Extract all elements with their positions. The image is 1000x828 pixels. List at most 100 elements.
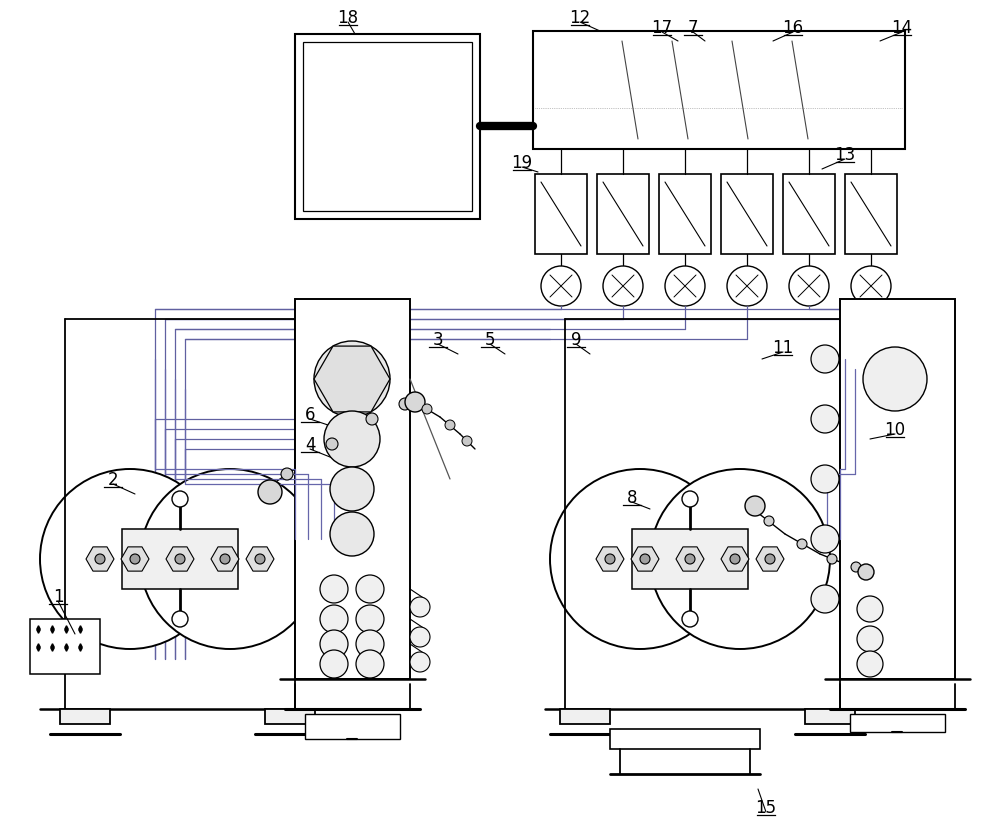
Circle shape <box>410 652 430 672</box>
Text: 11: 11 <box>772 339 794 357</box>
Bar <box>840 300 955 679</box>
Circle shape <box>314 342 390 417</box>
Circle shape <box>356 575 384 604</box>
Circle shape <box>356 605 384 633</box>
Circle shape <box>326 439 338 450</box>
Circle shape <box>258 480 282 504</box>
Circle shape <box>857 596 883 623</box>
Text: 7: 7 <box>688 19 698 37</box>
Circle shape <box>640 554 650 565</box>
Bar <box>597 175 649 255</box>
Text: 3: 3 <box>433 330 443 349</box>
Circle shape <box>811 525 839 553</box>
Circle shape <box>811 406 839 434</box>
Circle shape <box>140 469 320 649</box>
Circle shape <box>422 405 432 415</box>
Bar <box>295 35 480 219</box>
Text: 17: 17 <box>651 19 673 37</box>
Circle shape <box>851 267 891 306</box>
Circle shape <box>811 465 839 493</box>
Text: 18: 18 <box>337 9 359 27</box>
Circle shape <box>682 491 698 508</box>
Circle shape <box>851 562 861 572</box>
Circle shape <box>330 513 374 556</box>
Polygon shape <box>211 547 239 571</box>
Bar <box>560 709 610 724</box>
Polygon shape <box>676 547 704 571</box>
Circle shape <box>745 497 765 517</box>
Circle shape <box>324 412 380 468</box>
Circle shape <box>410 597 430 617</box>
Bar <box>845 175 897 255</box>
Polygon shape <box>721 547 749 571</box>
Circle shape <box>764 517 774 527</box>
Polygon shape <box>121 547 149 571</box>
Circle shape <box>541 267 581 306</box>
Bar <box>659 175 711 255</box>
Circle shape <box>797 539 807 549</box>
Circle shape <box>765 554 775 565</box>
Bar <box>305 714 400 739</box>
Circle shape <box>727 267 767 306</box>
Bar <box>535 175 587 255</box>
Bar <box>783 175 835 255</box>
Circle shape <box>320 575 348 604</box>
Circle shape <box>175 554 185 565</box>
Circle shape <box>811 345 839 373</box>
Text: 4: 4 <box>305 436 315 454</box>
Text: 8: 8 <box>627 489 637 507</box>
Circle shape <box>858 565 874 580</box>
Circle shape <box>366 413 378 426</box>
Circle shape <box>356 630 384 658</box>
Bar <box>721 175 773 255</box>
Text: 19: 19 <box>511 154 533 171</box>
Circle shape <box>405 392 425 412</box>
Bar <box>805 709 855 724</box>
Polygon shape <box>86 547 114 571</box>
Circle shape <box>172 491 188 508</box>
Circle shape <box>410 628 430 647</box>
Circle shape <box>95 554 105 565</box>
Polygon shape <box>631 547 659 571</box>
Text: 1: 1 <box>53 587 63 605</box>
Text: 5: 5 <box>485 330 495 349</box>
Polygon shape <box>166 547 194 571</box>
Polygon shape <box>756 547 784 571</box>
Text: 2: 2 <box>108 470 118 489</box>
Text: 6: 6 <box>305 406 315 423</box>
Circle shape <box>789 267 829 306</box>
Polygon shape <box>314 347 390 412</box>
Text: 9: 9 <box>571 330 581 349</box>
Bar <box>850 714 945 732</box>
Text: 14: 14 <box>891 19 913 37</box>
Circle shape <box>130 554 140 565</box>
Circle shape <box>857 651 883 677</box>
Bar <box>632 529 748 590</box>
Polygon shape <box>596 547 624 571</box>
Circle shape <box>462 436 472 446</box>
Text: 10: 10 <box>884 421 906 439</box>
Circle shape <box>320 650 348 678</box>
Circle shape <box>857 626 883 652</box>
Circle shape <box>220 554 230 565</box>
Circle shape <box>827 554 837 565</box>
Bar <box>265 709 315 724</box>
Circle shape <box>320 605 348 633</box>
Circle shape <box>330 468 374 512</box>
Bar <box>610 729 760 749</box>
Circle shape <box>320 630 348 658</box>
Circle shape <box>605 554 615 565</box>
Circle shape <box>281 469 293 480</box>
Bar <box>30 619 100 674</box>
Circle shape <box>603 267 643 306</box>
Bar <box>60 709 110 724</box>
Polygon shape <box>246 547 274 571</box>
Circle shape <box>399 398 411 411</box>
Circle shape <box>863 348 927 412</box>
Circle shape <box>445 421 455 431</box>
Bar <box>122 529 238 590</box>
Circle shape <box>172 611 188 628</box>
Circle shape <box>730 554 740 565</box>
Bar <box>533 32 905 150</box>
Text: 13: 13 <box>834 146 856 164</box>
